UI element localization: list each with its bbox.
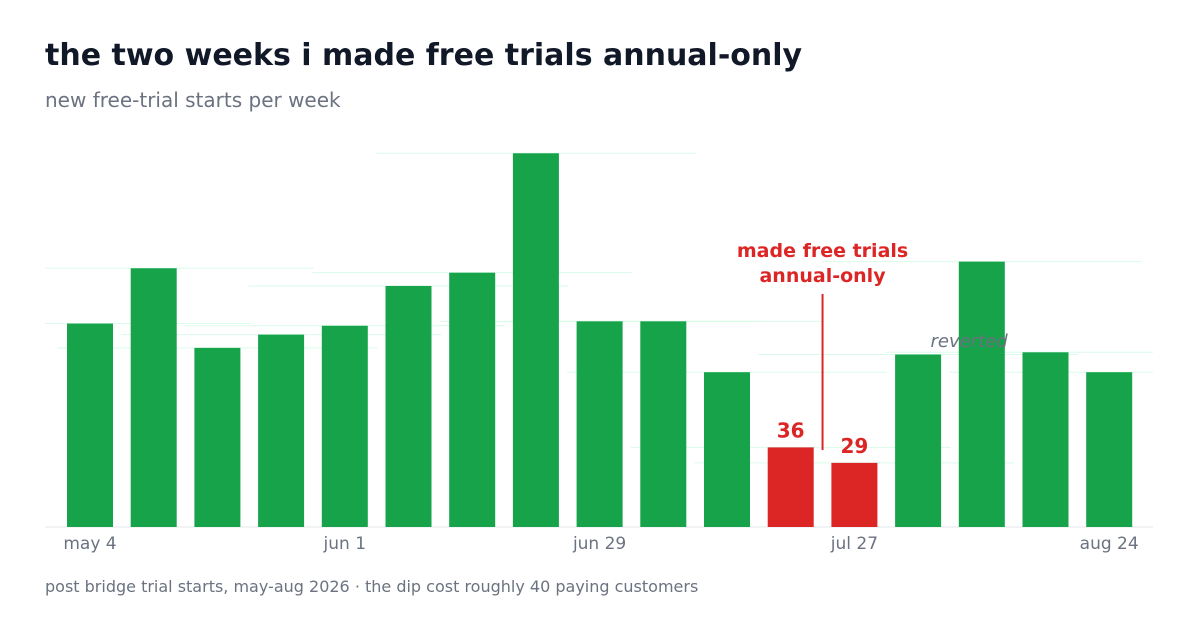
bar bbox=[130, 268, 177, 527]
annotation-label: made free trials bbox=[737, 240, 908, 262]
x-tick-label: may 4 bbox=[63, 534, 116, 554]
chart-title: the two weeks i made free trials annual-… bbox=[45, 38, 803, 73]
bar bbox=[194, 347, 241, 527]
bar bbox=[831, 462, 878, 527]
bar bbox=[449, 272, 496, 527]
x-tick-label: jul 27 bbox=[830, 534, 878, 554]
bar bbox=[640, 321, 687, 527]
bar bbox=[512, 153, 559, 528]
bar bbox=[767, 447, 814, 527]
annotation-label: reverted bbox=[930, 331, 1008, 352]
bar bbox=[1086, 372, 1133, 527]
bar bbox=[385, 285, 432, 527]
x-tick-label: jun 1 bbox=[323, 534, 367, 554]
chart-footnote: post bridge trial starts, may-aug 2026 ·… bbox=[45, 577, 699, 596]
data-label: 29 bbox=[840, 434, 868, 458]
bar bbox=[67, 323, 113, 527]
x-tick-label: aug 24 bbox=[1080, 534, 1139, 554]
bar bbox=[258, 334, 305, 527]
bar bbox=[704, 372, 750, 527]
chart-subtitle: new free-trial starts per week bbox=[45, 88, 341, 112]
bar bbox=[895, 354, 942, 527]
bar bbox=[958, 261, 1005, 527]
x-tick-label: jun 29 bbox=[572, 534, 626, 554]
data-label: 36 bbox=[777, 418, 805, 442]
bar bbox=[1022, 352, 1069, 527]
bar bbox=[576, 321, 623, 527]
bar bbox=[321, 325, 368, 527]
annotation-label: annual-only bbox=[759, 265, 886, 287]
